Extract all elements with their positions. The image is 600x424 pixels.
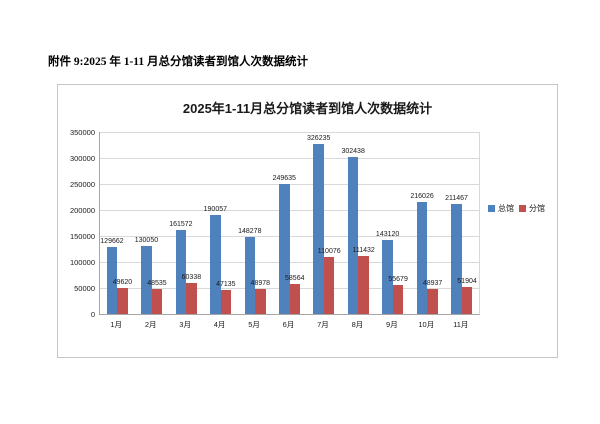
gridline <box>100 261 479 263</box>
y-tick-label: 50000 <box>74 283 95 293</box>
y-tick-label: 350000 <box>69 127 95 137</box>
bar-总馆-4月 <box>210 215 221 314</box>
legend-swatch-icon <box>519 205 526 212</box>
x-tick-label: 6月 <box>282 320 295 329</box>
x-tick-label: 7月 <box>317 320 329 329</box>
legend-label: 总馆 <box>498 204 514 213</box>
gridline <box>100 131 479 133</box>
bar-value-label: 302438 <box>341 147 365 155</box>
bar-value-label: 55679 <box>388 276 408 284</box>
bar-总馆-5月 <box>244 236 256 314</box>
bar-分馆-2月 <box>151 288 163 314</box>
x-tick-label: 11月 <box>453 320 469 329</box>
bar-value-label: 60338 <box>181 273 202 281</box>
bar-分馆-1月 <box>117 288 128 314</box>
gridline <box>100 157 479 159</box>
bar-value-label: 48978 <box>250 279 271 287</box>
x-tick-label: 10月 <box>418 320 435 329</box>
bar-分馆-11月 <box>461 287 473 314</box>
bar-总馆-7月 <box>313 144 324 314</box>
bar-value-label: 110076 <box>317 247 341 255</box>
bar-value-label: 148278 <box>238 227 262 235</box>
y-tick-label: 250000 <box>69 179 95 189</box>
bar-分馆-4月 <box>220 289 232 314</box>
y-tick-label: 150000 <box>69 231 95 241</box>
bar-value-label: 48937 <box>422 279 443 287</box>
y-tick-label: 300000 <box>69 153 95 163</box>
bar-value-label: 216026 <box>410 192 434 200</box>
bar-总馆-3月 <box>175 229 187 314</box>
bar-value-label: 47135 <box>216 280 236 288</box>
x-tick-label: 9月 <box>386 320 398 329</box>
bar-总馆-6月 <box>279 184 290 314</box>
bar-总馆-1月 <box>106 246 118 314</box>
y-tick-label: 200000 <box>69 205 95 215</box>
bar-总馆-9月 <box>382 239 393 314</box>
bar-value-label: 129662 <box>100 237 124 245</box>
y-tick-label: 0 <box>90 309 95 319</box>
gridline <box>100 235 479 237</box>
document-heading: 附件 9:2025 年 1-11 月总分馆读者到馆人次数据统计 <box>48 56 309 68</box>
x-tick-label: 8月 <box>351 320 364 329</box>
bar-分馆-8月 <box>358 256 369 314</box>
bar-value-label: 143120 <box>375 230 400 238</box>
bar-总馆-11月 <box>451 204 462 314</box>
bar-分馆-10月 <box>427 288 438 314</box>
bar-分馆-3月 <box>186 282 197 314</box>
bar-总馆-2月 <box>141 246 152 314</box>
bar-分馆-6月 <box>289 283 300 314</box>
bar-总馆-8月 <box>347 156 359 314</box>
legend-swatch-icon <box>488 205 495 212</box>
bar-value-label: 111432 <box>352 247 375 255</box>
bar-value-label: 326235 <box>307 135 331 143</box>
x-tick-label: 1月 <box>110 320 123 329</box>
bar-value-label: 58564 <box>285 274 305 282</box>
x-tick-label: 2月 <box>144 320 157 329</box>
bar-value-label: 49620 <box>112 279 133 287</box>
x-tick-label: 3月 <box>179 320 191 329</box>
bar-分馆-9月 <box>392 285 404 314</box>
bar-value-label: 190057 <box>203 206 228 214</box>
chart-frame: 2025年1-11月总分馆读者到馆人次数据统计 129662 49620 13005… <box>57 84 558 358</box>
legend-item-总馆: 总馆 <box>488 203 514 214</box>
legend-label: 分馆 <box>529 204 545 213</box>
chart-title: 2025年1-11月总分馆读者到馆人次数据统计 <box>182 101 433 116</box>
bar-分馆-5月 <box>255 288 266 314</box>
gridline <box>100 183 479 185</box>
bar-value-label: 161572 <box>169 220 193 228</box>
bar-value-label: 211467 <box>445 195 468 203</box>
bar-分馆-7月 <box>323 256 335 314</box>
chart-legend: 总馆 分馆 <box>488 203 545 214</box>
x-tick-label: 4月 <box>213 320 226 329</box>
bar-value-label: 51904 <box>457 278 477 286</box>
bar-value-label: 249635 <box>272 175 296 183</box>
bar-value-label: 130050 <box>134 237 159 245</box>
plot-area: 129662 49620 130050 48535 161572 60338 190057 4… <box>99 131 480 315</box>
bar-总馆-10月 <box>416 201 428 314</box>
x-tick-label: 5月 <box>248 320 260 329</box>
legend-item-分馆: 分馆 <box>519 203 545 214</box>
y-tick-label: 100000 <box>69 257 95 267</box>
bar-value-label: 48535 <box>147 279 167 287</box>
gridline <box>100 209 479 211</box>
